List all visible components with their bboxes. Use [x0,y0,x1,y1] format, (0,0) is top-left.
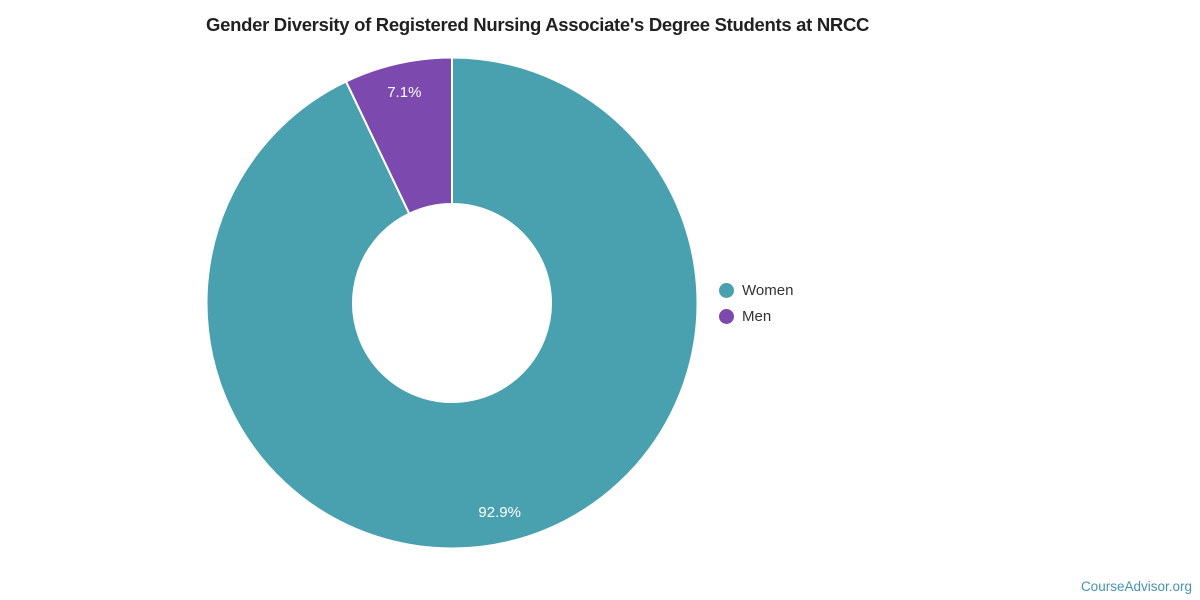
legend-item-women[interactable]: Women [719,280,793,301]
legend-item-men[interactable]: Men [719,306,793,327]
legend-label-women: Women [742,282,794,299]
legend: Women Men [719,280,793,327]
legend-marker-women-icon [719,283,734,298]
courseadvisor-link[interactable]: CourseAdvisor.org [1080,579,1192,594]
chart-title: Gender Diversity of Registered Nursing A… [206,14,870,35]
pie-slice-men[interactable] [345,56,453,215]
pie-slice-women[interactable] [205,56,699,550]
legend-marker-men-icon [719,309,734,324]
legend-label-men: Men [742,308,772,325]
